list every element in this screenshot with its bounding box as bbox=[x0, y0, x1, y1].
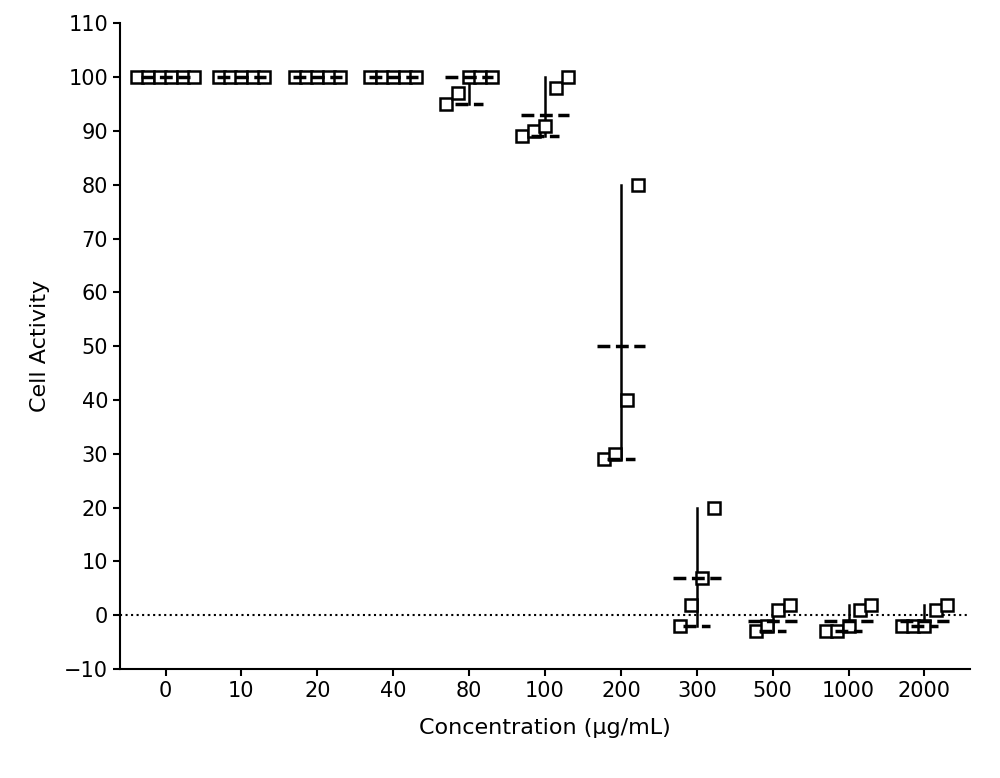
X-axis label: Concentration (μg/mL): Concentration (μg/mL) bbox=[419, 717, 671, 738]
Y-axis label: Cell Activity: Cell Activity bbox=[30, 280, 50, 412]
